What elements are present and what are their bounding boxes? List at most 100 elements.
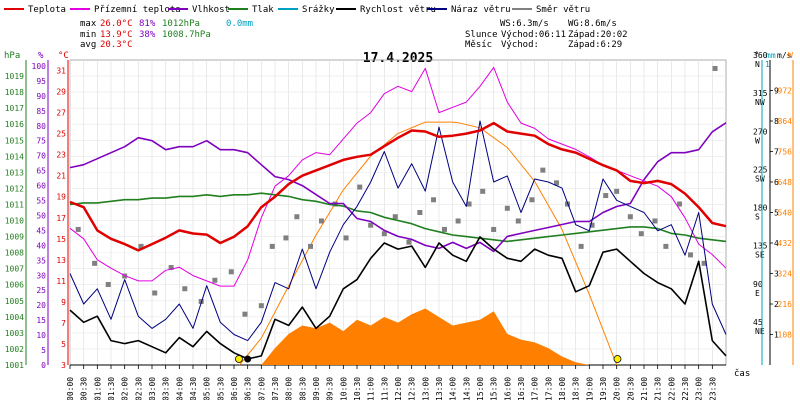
wind-direction-mark [105,282,111,288]
wind-tick-label-2: 3 [774,270,779,279]
wind-direction-mark [589,222,595,228]
wind-tick-label-3: 4 [774,239,779,248]
series-slune-n-z-en--area [261,308,590,365]
wind-tick-label-4: 5 [774,209,779,218]
wind-tick-label-7: 8 [774,117,779,126]
wind-direction-mark [652,218,658,224]
wind-direction-mark [318,218,324,224]
wind-direction-mark [308,243,314,249]
x-tick-label-46: 23:00 [695,377,704,400]
stat-avg-label: avg [80,40,96,50]
series-teplota-line [69,121,727,252]
x-tick-label-3: 01:30 [107,377,116,400]
pct-tick-label-12: 60 [36,182,46,191]
stat-max-press: 1012hPa [162,19,200,29]
axis-unit-wind: m/s [777,51,792,60]
temp-tick-label-0: 3 [61,361,66,370]
stat-max-hum: 81% [139,19,156,29]
wind-direction-mark [687,252,693,258]
dir-tick-label-0: NE [755,327,765,336]
wind-direction-mark [529,197,535,203]
wind-direction-mark [368,222,374,228]
wind-tick-label-1: 2 [774,300,779,309]
series-teoretick-z-en--line [239,121,618,366]
x-tick-label-21: 10:30 [353,377,362,400]
legend-label-5: Rychlost větru [360,5,436,15]
series-vlhkost-line [69,122,727,253]
stat-max-rain: 0.0mm [226,19,253,29]
x-tick-label-27: 13:30 [435,377,444,400]
solar-tick-label-1: 216 [778,300,793,309]
stat-min-hum: 38% [139,30,156,40]
temp-tick-label-2: 7 [61,319,66,328]
temp-tick-label-3: 9 [61,298,66,307]
x-tick-label-31: 15:30 [490,377,499,400]
wind-direction-mark [504,205,510,211]
pct-tick-label-2: 10 [36,331,46,340]
hpa-tick-label-14: 1015 [5,136,24,145]
dir-tick-value-0: 45 [753,318,763,327]
wind-direction-mark [168,265,174,271]
wind-direction-mark [182,286,188,292]
x-tick-label-12: 06:00 [230,377,239,400]
solar-tick-label-8: 972 [778,87,793,96]
pct-tick-label-14: 70 [36,152,46,161]
hpa-tick-label-10: 1011 [5,200,24,209]
temp-tick-label-9: 21 [56,172,66,181]
wind-direction-mark [152,290,158,296]
x-tick-label-42: 21:00 [640,377,649,400]
pct-tick-label-5: 25 [36,286,46,295]
hpa-tick-label-13: 1014 [5,152,24,161]
wind-direction-mark [258,303,264,309]
pct-tick-label-17: 85 [36,107,46,116]
series-rychlost-v-tru-line [69,236,727,360]
solar-tick-label-7: 864 [778,117,793,126]
x-tick-label-11: 05:30 [216,377,225,400]
hpa-tick-label-8: 1009 [5,233,24,242]
x-tick-label-44: 22:00 [667,377,676,400]
hpa-tick-label-3: 1004 [5,313,24,322]
stat-wg: WG:8.6m/s [568,19,617,29]
solar-tick-label-5: 648 [778,178,793,187]
stat-min-temp: 13.9°C [100,30,133,40]
pct-tick-label-4: 20 [36,301,46,310]
dir-tick-value-2: 135 [753,242,768,251]
x-tick-label-47: 23:30 [708,377,717,400]
wind-direction-mark [242,311,248,317]
wind-direction-mark [75,226,81,232]
wind-direction-mark [603,193,609,199]
x-tick-label-7: 03:30 [162,377,171,400]
x-tick-label-23: 11:30 [380,377,389,400]
axis-unit-temp: °C [58,51,69,61]
pct-tick-label-1: 5 [41,346,46,355]
x-tick-label-33: 16:30 [517,377,526,400]
wind-direction-mark [269,243,275,249]
hpa-tick-label-9: 1010 [5,217,24,226]
temp-tick-label-4: 11 [56,277,66,286]
wind-direction-mark [480,188,486,194]
hpa-tick-label-18: 1019 [5,72,24,81]
x-tick-label-32: 16:00 [503,377,512,400]
wind-direction-mark [578,243,584,249]
legend-label-6: Náraz větru [451,5,511,15]
wind-direction-mark [515,218,521,224]
wind-direction-mark [392,214,398,220]
pct-tick-label-16: 80 [36,122,46,131]
moonset-marker [244,355,252,363]
dir-tick-label-7: N [755,60,760,69]
x-tick-label-5: 02:30 [134,377,143,400]
wind-tick-label-0: 1 [774,331,779,340]
axis-units: hPa % °C ° m/s mm W 1 čas [4,51,793,379]
legend-label-4: Srážky [302,5,335,15]
pct-tick-label-6: 30 [36,271,46,280]
wind-direction-mark [92,260,98,266]
x-tick-label-22: 11:00 [367,377,376,400]
wind-direction-mark [638,231,644,237]
hpa-tick-label-1: 1002 [5,345,24,354]
legend-label-1: Přízemní teplota [94,5,181,15]
wind-direction-mark [212,277,218,283]
hpa-tick-label-2: 1003 [5,329,24,338]
pct-tick-label-0: 0 [41,361,46,370]
hpa-tick-label-6: 1007 [5,265,24,274]
x-tick-label-25: 12:30 [408,377,417,400]
